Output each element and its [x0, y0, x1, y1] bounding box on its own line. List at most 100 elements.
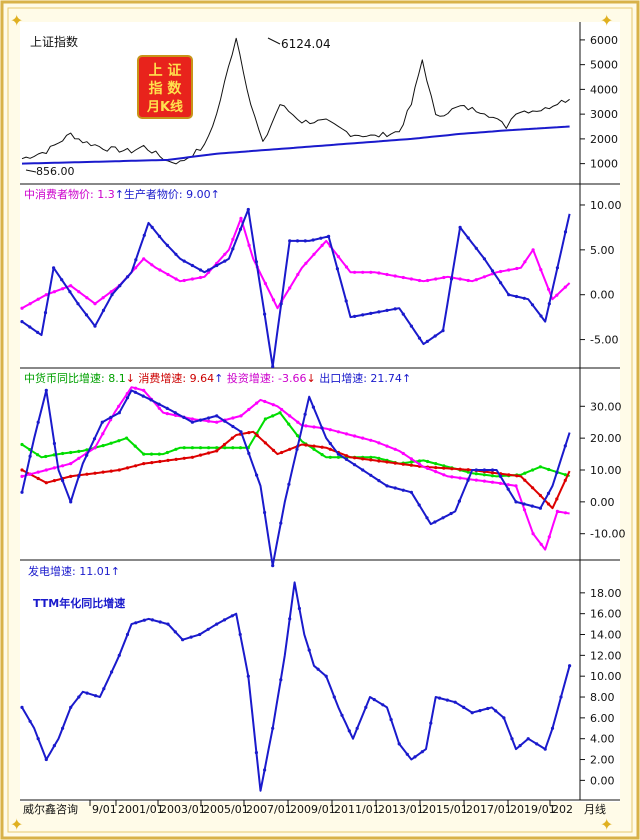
cpi-cpi-point [44, 293, 48, 297]
money-export-point [36, 420, 40, 424]
money-export-point [377, 479, 381, 483]
money-m2-point [61, 451, 65, 456]
money-export-point [344, 457, 349, 461]
money-export-point [417, 503, 421, 507]
cpi-cpi-point [426, 278, 430, 283]
money-tick-label: 0.00 [590, 496, 615, 509]
footer-tick-label: 2007/01 [246, 803, 292, 816]
money-consumption-point [401, 462, 405, 466]
power-power-point [181, 638, 185, 642]
money-consumption-point [490, 471, 495, 475]
cpi-cpi-point [442, 275, 446, 280]
power-power-point [230, 614, 234, 618]
money-m2-point [482, 473, 486, 477]
money-consumption-point [52, 479, 57, 483]
money-export-point [401, 488, 405, 492]
cpi-cpi-point [304, 261, 308, 265]
badge-line-3: 月K线 [146, 99, 183, 115]
money-export-point [223, 419, 227, 423]
power-power-point [166, 622, 170, 626]
money-investment-point [231, 416, 235, 420]
investment-legend-label: 投资增速: -3.66 [227, 371, 307, 385]
money-m2-point [85, 448, 89, 452]
money-m2-point [466, 470, 470, 474]
money-export-point [149, 398, 153, 402]
money-m2-point [531, 468, 535, 472]
cpi-ppi-point [369, 311, 373, 315]
cpi-tick-label: 10.00 [590, 199, 622, 212]
cpi-ppi-point [303, 239, 307, 243]
money-export-point [255, 473, 259, 477]
money-consumption-point [134, 464, 138, 468]
cpi-cpi-point [182, 278, 186, 283]
cpi-ppi-point [433, 334, 437, 338]
index-panel: 6000 5000 4000 3000 2000 1000 [21, 34, 618, 171]
power-power-point [189, 635, 193, 639]
money-investment-point [142, 388, 146, 392]
money-export-point [141, 394, 145, 398]
money-consumption-point [531, 486, 535, 490]
power-power-point [364, 705, 368, 710]
cpi-cpi-point [69, 284, 73, 288]
cpi-ppi-point [466, 236, 470, 240]
money-tick-label: -10.00 [590, 528, 625, 541]
money-investment-point [157, 406, 161, 410]
money-consumption-point [304, 443, 308, 447]
money-export-point [109, 415, 113, 419]
power-power-point [44, 757, 48, 762]
money-investment-point [69, 462, 73, 466]
power-power-point [420, 750, 424, 754]
money-consumption-point [555, 497, 559, 501]
cpi-cpi-point [539, 268, 543, 272]
power-power-point [462, 705, 466, 710]
cpi-ppi-point [142, 233, 146, 237]
money-m2-point [409, 460, 413, 464]
money-investment-point [409, 457, 413, 461]
cpi-ppi-point [134, 258, 138, 262]
money-consumption-point [190, 455, 194, 459]
money-m2-point [125, 436, 129, 440]
money-consumption-point [280, 450, 284, 455]
money-m2-point [36, 453, 40, 457]
cpi-ppi-point [157, 234, 162, 238]
cpi-ppi-point [207, 268, 211, 272]
money-export-point [125, 396, 130, 400]
money-consumption-point [247, 431, 251, 435]
money-export-point [409, 490, 413, 494]
money-m2-point [336, 455, 340, 459]
export-legend-label: 出口增速: 21.74 [319, 371, 402, 385]
money-consumption-point [198, 453, 203, 457]
power-power-point [158, 620, 162, 624]
cpi-cpi-point [150, 263, 154, 267]
money-consumption-point [36, 476, 40, 481]
power-power-point [347, 729, 351, 733]
money-investment-point [247, 407, 251, 412]
index-tick-label: 1000 [590, 158, 618, 171]
cpi-ppi-point [279, 302, 283, 306]
cpi-ppi-point [101, 308, 106, 312]
money-export-point [207, 416, 211, 420]
cpi-ppi-point [20, 320, 24, 324]
money-m2-point [165, 450, 169, 455]
money-consumption-point [312, 444, 316, 448]
money-investment-point [539, 542, 543, 546]
badge-box [137, 55, 193, 119]
footer-axis: 威尔鑫咨询 9/01 2001/012003/012005/012007/0120… [23, 800, 606, 816]
power-power-point [445, 698, 449, 702]
money-m2-point [271, 414, 275, 418]
money-m2-point [328, 455, 332, 459]
money-investment-point [401, 451, 405, 456]
money-investment-point [458, 476, 462, 480]
power-power-point [526, 737, 530, 741]
money-investment-point [328, 428, 332, 432]
cpi-cpi-point [353, 270, 357, 274]
money-m2-point [474, 472, 478, 476]
cpi-cpi-point [296, 272, 300, 277]
power-power-point [324, 674, 328, 678]
money-m2-point [369, 455, 373, 459]
money-m2-point [44, 454, 48, 459]
power-power-point [518, 744, 522, 748]
money-investment-point [288, 414, 292, 418]
cpi-cpi-point [547, 287, 551, 291]
